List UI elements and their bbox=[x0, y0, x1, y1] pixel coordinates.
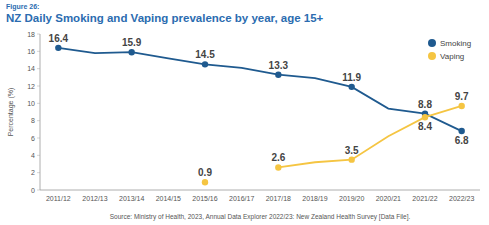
y-tick bbox=[37, 190, 40, 191]
data-label: 15.9 bbox=[122, 37, 142, 48]
y-tick-label: 12 bbox=[27, 83, 35, 90]
legend: Smoking Vaping bbox=[428, 39, 471, 61]
point-marker bbox=[55, 45, 61, 51]
data-label: 16.4 bbox=[49, 33, 69, 44]
chart: Figure 26:NZ Daily Smoking and Vaping pr… bbox=[0, 0, 489, 225]
data-label: 2.6 bbox=[271, 152, 285, 163]
data-label: 14.5 bbox=[195, 49, 215, 60]
data-label: 0.9 bbox=[198, 167, 212, 178]
point-marker bbox=[458, 128, 464, 134]
y-axis bbox=[40, 34, 41, 190]
title: NZ Daily Smoking and Vaping prevalence b… bbox=[6, 12, 324, 24]
y-tick bbox=[37, 68, 40, 69]
y-tick-label: 8 bbox=[31, 117, 35, 124]
x-tick-label: 2019/20 bbox=[339, 195, 364, 202]
legend-label: Vaping bbox=[440, 52, 464, 61]
x-tick-label: 2016/17 bbox=[229, 195, 254, 202]
y-axis-label: Percentage (%) bbox=[7, 88, 15, 137]
point-marker bbox=[202, 179, 208, 185]
series-line bbox=[58, 48, 461, 131]
x-tick-label: 2011/12 bbox=[46, 195, 71, 202]
x-tick-label: 2020/21 bbox=[376, 195, 401, 202]
y-tick-label: 0 bbox=[31, 187, 35, 194]
x-tick-label: 2013/14 bbox=[119, 195, 144, 202]
y-tick-label: 18 bbox=[27, 31, 35, 38]
y-tick-label: 14 bbox=[27, 65, 35, 72]
legend-label: Smoking bbox=[440, 39, 471, 48]
data-label: 8.4 bbox=[418, 121, 432, 132]
figure-label: Figure 26: bbox=[6, 3, 39, 11]
data-labels: 16.4 15.9 14.5 13.3 11.9 8.8 6.8 0.9 2.6 3.5 8.4 9.… bbox=[49, 33, 469, 178]
data-label: 3.5 bbox=[345, 145, 359, 156]
point-marker bbox=[275, 72, 281, 78]
data-label: 9.7 bbox=[455, 91, 469, 102]
y-tick-label: 2 bbox=[31, 169, 35, 176]
y-tick bbox=[37, 138, 40, 139]
series-line bbox=[278, 106, 461, 168]
y-tick-label: 4 bbox=[31, 152, 35, 159]
y-tick bbox=[37, 120, 40, 121]
y-tick-label: 6 bbox=[31, 135, 35, 142]
x-axis bbox=[40, 190, 480, 191]
legend-swatch bbox=[428, 52, 436, 60]
point-marker bbox=[422, 114, 428, 120]
y-tick bbox=[37, 172, 40, 173]
plot-area bbox=[55, 45, 465, 186]
data-label: 11.9 bbox=[342, 72, 361, 83]
y-tick bbox=[37, 103, 40, 104]
data-label: 8.8 bbox=[418, 99, 432, 110]
y-tick bbox=[37, 34, 40, 35]
source: Source: Ministry of Health, 2023, Annual… bbox=[110, 213, 411, 221]
y-tick bbox=[37, 155, 40, 156]
x-tick-label: 2018/19 bbox=[302, 195, 327, 202]
data-label: 13.3 bbox=[269, 60, 289, 71]
point-marker bbox=[458, 103, 464, 109]
x-tick-label: 2015/16 bbox=[192, 195, 217, 202]
point-marker bbox=[348, 84, 354, 90]
x-tick-label: 2017/18 bbox=[266, 195, 291, 202]
y-tick-label: 16 bbox=[27, 48, 35, 55]
data-label: 6.8 bbox=[455, 135, 469, 146]
point-marker bbox=[348, 156, 354, 162]
y-tick-label: 10 bbox=[27, 100, 35, 107]
x-tick-label: 2012/13 bbox=[82, 195, 107, 202]
y-tick bbox=[37, 51, 40, 52]
x-tick-label: 2014/15 bbox=[156, 195, 181, 202]
point-marker bbox=[202, 61, 208, 67]
x-tick-label: 2021/22 bbox=[412, 195, 437, 202]
point-marker bbox=[275, 164, 281, 170]
legend-swatch bbox=[428, 39, 436, 47]
x-tick-label: 2022/23 bbox=[449, 195, 474, 202]
point-marker bbox=[128, 49, 134, 55]
y-tick bbox=[37, 86, 40, 87]
